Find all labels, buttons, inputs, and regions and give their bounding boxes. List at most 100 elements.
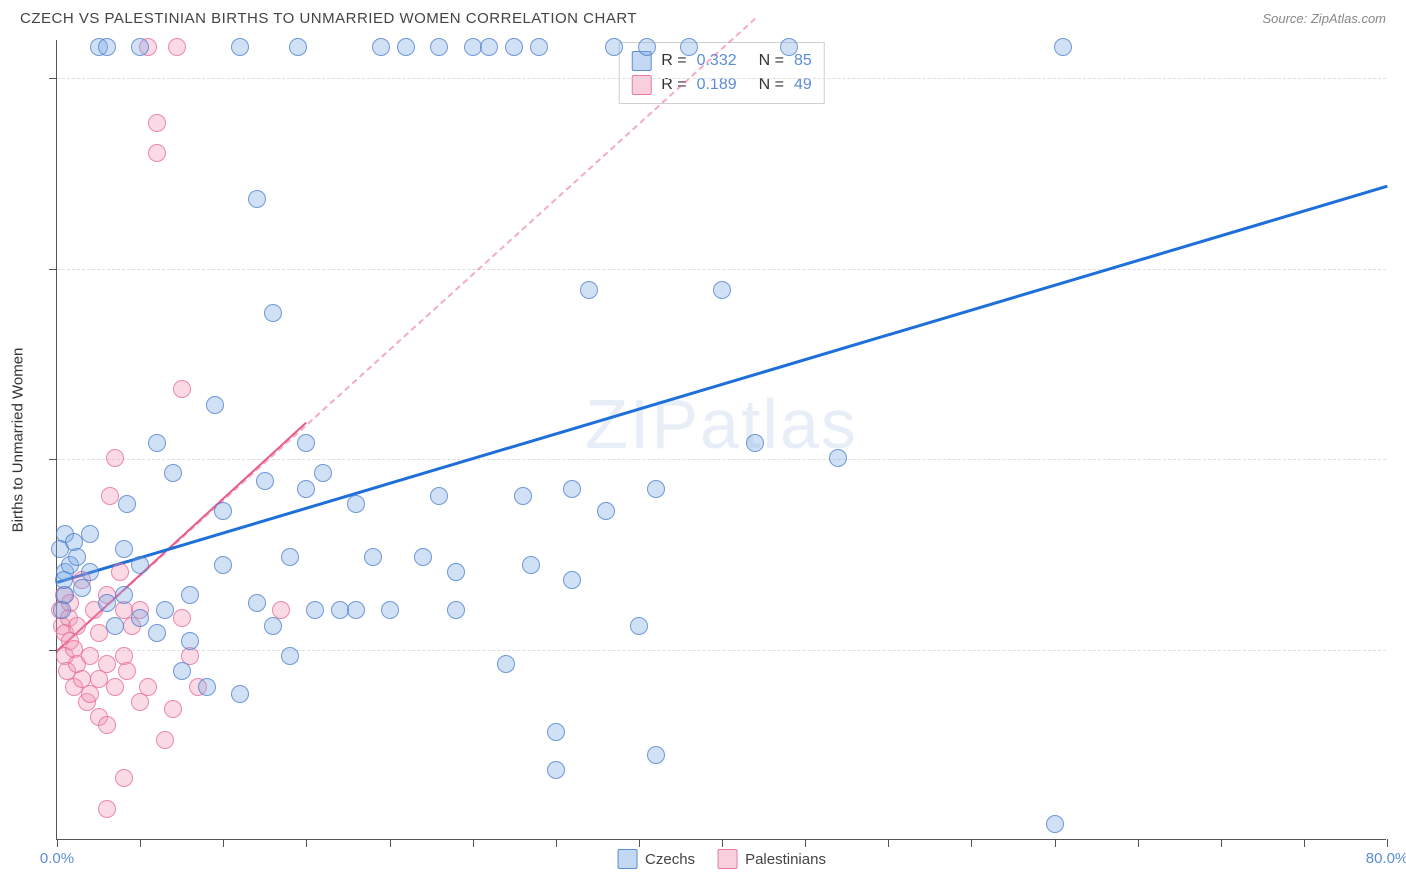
x-tick xyxy=(1221,839,1222,847)
data-point xyxy=(55,571,73,589)
gridline-h xyxy=(57,78,1386,79)
data-point xyxy=(68,617,86,635)
data-point xyxy=(1054,38,1072,56)
data-point xyxy=(231,685,249,703)
data-point xyxy=(647,480,665,498)
data-point xyxy=(430,487,448,505)
data-point xyxy=(780,38,798,56)
y-tick xyxy=(49,269,57,270)
data-point xyxy=(829,449,847,467)
data-point xyxy=(101,487,119,505)
data-point xyxy=(522,556,540,574)
data-point xyxy=(231,38,249,56)
plot-area: ZIPatlas R =0.332N =85R =0.189N =49 Czec… xyxy=(56,40,1386,840)
data-point xyxy=(173,662,191,680)
data-point xyxy=(372,38,390,56)
data-point xyxy=(364,548,382,566)
data-point xyxy=(131,38,149,56)
data-point xyxy=(347,601,365,619)
data-point xyxy=(297,480,315,498)
data-point xyxy=(81,525,99,543)
data-point xyxy=(547,761,565,779)
data-point xyxy=(680,38,698,56)
data-point xyxy=(713,281,731,299)
x-tick xyxy=(306,839,307,847)
data-point xyxy=(297,434,315,452)
data-point xyxy=(81,563,99,581)
data-point xyxy=(131,609,149,627)
legend-item: Palestinians xyxy=(717,849,826,869)
data-point xyxy=(131,556,149,574)
data-point xyxy=(106,617,124,635)
source-attribution: Source: ZipAtlas.com xyxy=(1262,11,1386,26)
data-point xyxy=(248,594,266,612)
y-tick xyxy=(49,459,57,460)
x-tick-label: 80.0% xyxy=(1366,850,1406,867)
data-point xyxy=(314,464,332,482)
legend-swatch xyxy=(617,849,637,869)
data-point xyxy=(156,731,174,749)
r-label: R = xyxy=(661,52,686,70)
data-point xyxy=(164,700,182,718)
x-tick xyxy=(805,839,806,847)
chart-title: CZECH VS PALESTINIAN BIRTHS TO UNMARRIED… xyxy=(20,10,637,27)
data-point xyxy=(98,38,116,56)
data-point xyxy=(248,190,266,208)
legend-item: Czechs xyxy=(617,849,695,869)
legend-label: Palestinians xyxy=(745,851,826,868)
data-point xyxy=(198,678,216,696)
data-point xyxy=(118,662,136,680)
data-point xyxy=(638,38,656,56)
x-tick xyxy=(971,839,972,847)
data-point xyxy=(256,472,274,490)
x-tick xyxy=(639,839,640,847)
data-point xyxy=(464,38,482,56)
data-point xyxy=(630,617,648,635)
data-point xyxy=(505,38,523,56)
x-tick xyxy=(888,839,889,847)
data-point xyxy=(118,495,136,513)
data-point xyxy=(289,38,307,56)
data-point xyxy=(331,601,349,619)
bottom-legend: Czechs Palestinians xyxy=(617,849,826,869)
x-tick xyxy=(556,839,557,847)
data-point xyxy=(206,396,224,414)
data-point xyxy=(98,594,116,612)
data-point xyxy=(347,495,365,513)
data-point xyxy=(106,449,124,467)
data-point xyxy=(164,464,182,482)
data-point xyxy=(156,601,174,619)
data-point xyxy=(514,487,532,505)
data-point xyxy=(98,716,116,734)
data-point xyxy=(214,502,232,520)
data-point xyxy=(115,540,133,558)
data-point xyxy=(281,548,299,566)
x-tick xyxy=(57,839,58,847)
y-tick xyxy=(49,78,57,79)
data-point xyxy=(148,144,166,162)
watermark: ZIPatlas xyxy=(585,384,858,464)
x-tick xyxy=(1304,839,1305,847)
data-point xyxy=(746,434,764,452)
data-point xyxy=(281,647,299,665)
data-point xyxy=(53,601,71,619)
x-tick xyxy=(140,839,141,847)
gridline-h xyxy=(57,269,1386,270)
data-point xyxy=(306,601,324,619)
trend-line xyxy=(57,185,1388,584)
gridline-h xyxy=(57,650,1386,651)
data-point xyxy=(68,548,86,566)
data-point xyxy=(414,548,432,566)
data-point xyxy=(148,624,166,642)
data-point xyxy=(605,38,623,56)
data-point xyxy=(98,655,116,673)
x-tick xyxy=(722,839,723,847)
data-point xyxy=(115,586,133,604)
legend-swatch xyxy=(717,849,737,869)
data-point xyxy=(139,678,157,696)
data-point xyxy=(264,617,282,635)
data-point xyxy=(181,586,199,604)
data-point xyxy=(547,723,565,741)
data-point xyxy=(497,655,515,673)
x-tick xyxy=(1387,839,1388,847)
